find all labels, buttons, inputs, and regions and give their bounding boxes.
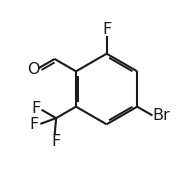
Text: F: F: [102, 22, 111, 37]
Text: Br: Br: [152, 108, 170, 123]
Text: F: F: [51, 134, 60, 149]
Text: O: O: [27, 62, 40, 77]
Text: F: F: [29, 117, 38, 132]
Text: F: F: [31, 101, 40, 116]
